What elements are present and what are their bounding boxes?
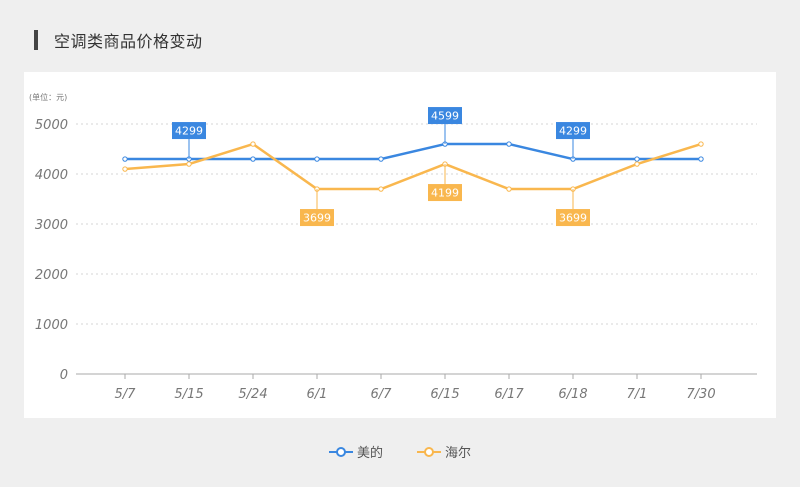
callout-box [300, 209, 334, 227]
callout-box [556, 122, 590, 140]
data-point [314, 156, 320, 162]
legend-swatch-icon [328, 446, 353, 458]
callout-box [172, 122, 206, 140]
callout-box [428, 107, 462, 125]
x-tick-label: 6/7 [371, 387, 393, 402]
data-point [634, 156, 640, 162]
legend-dot [424, 446, 434, 457]
data-label: 3699 [303, 212, 331, 225]
legend-label: 海尔 [445, 446, 472, 461]
legend-item[interactable]: 海尔 [417, 442, 471, 461]
chart-title-bar: 空调类商品价格变动 [34, 30, 203, 51]
data-label: 4299 [559, 125, 587, 138]
data-label: 4299 [175, 125, 203, 138]
chart-legend: 美的 海尔 [0, 442, 800, 461]
data-point [122, 166, 128, 172]
data-point [634, 161, 640, 167]
legend-swatch-icon [417, 446, 441, 458]
x-tick-label: 6/18 [558, 387, 587, 402]
legend-dot [335, 446, 346, 457]
x-tick-label: 7/1 [627, 387, 648, 402]
legend-item[interactable]: 美的 [328, 442, 383, 461]
series-line-1 [124, 142, 702, 191]
data-point [186, 161, 192, 167]
data-point [378, 186, 384, 192]
callout-box [556, 209, 590, 227]
x-tick-label: 5/24 [238, 387, 267, 402]
x-tick-label: 6/15 [430, 387, 459, 402]
chart-title: 空调类商品价格变动 [54, 32, 203, 51]
y-tick-label: 3000 [35, 218, 68, 233]
y-tick-label: 5000 [35, 118, 68, 133]
data-point [698, 156, 704, 162]
unit-label: (单位：元) [29, 92, 67, 102]
y-tick-label: 4000 [35, 168, 68, 183]
data-point [506, 141, 512, 147]
data-label: 3699 [559, 212, 587, 225]
legend-label: 美的 [356, 446, 383, 461]
callout-box [428, 184, 462, 202]
series-line-0 [125, 142, 701, 161]
data-point [506, 186, 512, 192]
data-label: 4199 [431, 187, 459, 200]
data-point [698, 141, 704, 147]
y-tick-label: 1000 [35, 318, 68, 333]
data-point [250, 156, 256, 162]
data-point [378, 156, 384, 162]
x-tick-label: 5/7 [115, 387, 137, 402]
chart-panel: (单位：元) 0 1000 2000 3000 4000 5000 5/7 5/15 5/24 6/… [24, 72, 776, 418]
data-point [250, 141, 256, 147]
x-tick-label: 6/1 [307, 387, 328, 402]
x-tick-label: 7/30 [686, 387, 715, 402]
title-accent-bar [34, 30, 38, 50]
data-point [122, 156, 128, 162]
line-chart: (单位：元) 0 1000 2000 3000 4000 5000 5/7 5/15 5/24 6/… [29, 92, 757, 402]
x-tick-label: 6/17 [494, 387, 524, 402]
y-tick-label: 2000 [35, 268, 68, 283]
x-tick-label: 5/15 [174, 387, 203, 402]
data-label: 4599 [431, 110, 459, 123]
y-tick-label: 0 [60, 368, 68, 383]
